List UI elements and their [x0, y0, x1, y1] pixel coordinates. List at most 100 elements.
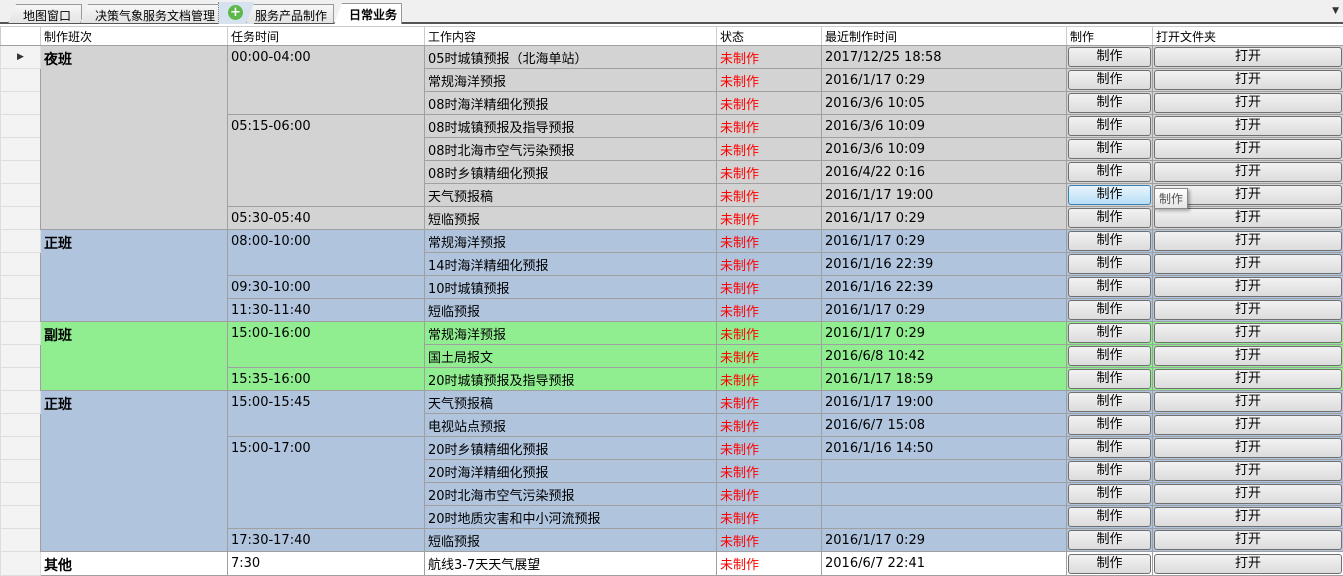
make-button[interactable]: 制作 [1068, 369, 1151, 389]
open-folder-button[interactable]: 打开 [1154, 415, 1342, 435]
row-header[interactable] [1, 460, 41, 483]
open-folder-button[interactable]: 打开 [1154, 70, 1342, 90]
row-header[interactable] [1, 253, 41, 276]
make-button[interactable]: 制作 [1068, 70, 1151, 90]
make-button[interactable]: 制作 [1068, 277, 1151, 297]
make-button[interactable]: 制作 [1068, 392, 1151, 412]
make-cell: 制作 [1067, 253, 1153, 276]
make-button[interactable]: 制作 [1068, 139, 1151, 159]
make-button[interactable]: 制作 [1068, 116, 1151, 136]
row-header[interactable] [1, 368, 41, 391]
row-header[interactable] [1, 207, 41, 230]
last-made-time-cell: 2016/1/17 0:29 [822, 299, 1067, 322]
open-cell: 打开 [1153, 299, 1343, 322]
open-folder-button[interactable]: 打开 [1154, 507, 1342, 527]
make-button[interactable]: 制作 [1068, 254, 1151, 274]
make-button[interactable]: 制作 [1068, 530, 1151, 550]
open-folder-button[interactable]: 打开 [1154, 438, 1342, 458]
open-folder-button[interactable]: 打开 [1154, 369, 1342, 389]
row-header[interactable] [1, 230, 41, 253]
make-button[interactable]: 制作 [1068, 231, 1151, 251]
open-folder-button[interactable]: 打开 [1154, 231, 1342, 251]
row-header[interactable] [1, 552, 41, 576]
work-content-cell: 国土局报文 [425, 345, 717, 368]
make-button[interactable]: 制作 [1068, 185, 1151, 205]
status-cell: 未制作 [717, 115, 822, 138]
make-button[interactable]: 制作 [1068, 484, 1151, 504]
make-button[interactable]: 制作 [1068, 415, 1151, 435]
open-folder-button[interactable]: 打开 [1154, 208, 1342, 228]
col-header-time[interactable]: 任务时间 [228, 27, 425, 46]
make-button[interactable]: 制作 [1068, 554, 1151, 574]
row-header[interactable] [1, 529, 41, 552]
row-header[interactable] [1, 184, 41, 207]
row-header[interactable] [1, 391, 41, 414]
open-folder-button[interactable]: 打开 [1154, 392, 1342, 412]
open-folder-button[interactable]: 打开 [1154, 277, 1342, 297]
row-header[interactable] [1, 276, 41, 299]
open-folder-button[interactable]: 打开 [1154, 47, 1342, 67]
open-folder-button[interactable]: 打开 [1154, 323, 1342, 343]
col-header-content[interactable]: 工作内容 [425, 27, 717, 46]
make-button[interactable]: 制作 [1068, 323, 1151, 343]
row-header[interactable] [1, 414, 41, 437]
row-header[interactable] [1, 138, 41, 161]
tab-scroll-down-icon[interactable]: ▼ [1332, 6, 1339, 16]
row-header[interactable] [1, 299, 41, 322]
open-folder-button[interactable]: 打开 [1154, 300, 1342, 320]
open-folder-button[interactable]: 打开 [1154, 93, 1342, 113]
open-folder-button[interactable]: 打开 [1154, 530, 1342, 550]
open-folder-button[interactable]: 打开 [1154, 484, 1342, 504]
make-button[interactable]: 制作 [1068, 47, 1151, 67]
tab-daily-business[interactable]: 日常业务 [334, 3, 402, 24]
open-folder-button[interactable]: 打开 [1154, 139, 1342, 159]
tab-service-products[interactable]: 服务产品制作 [246, 4, 334, 23]
col-header-open-folder[interactable]: 打开文件夹 [1153, 27, 1343, 46]
make-cell: 制作 [1067, 529, 1153, 552]
work-content-cell: 电视站点预报 [425, 414, 717, 437]
work-content-cell: 短临预报 [425, 207, 717, 230]
make-button[interactable]: 制作 [1068, 438, 1151, 458]
make-button[interactable]: 制作 [1068, 346, 1151, 366]
open-folder-button[interactable]: 打开 [1154, 116, 1342, 136]
row-header[interactable] [1, 92, 41, 115]
tooltip: 制作 [1154, 188, 1188, 209]
tab-decision-docs[interactable]: 决策气象服务文档管理 [80, 4, 220, 23]
task-time-cell: 15:00-16:00 [228, 322, 425, 368]
row-header[interactable] [1, 483, 41, 506]
tab-map-window[interactable]: 地图窗口 [8, 4, 82, 23]
work-content-cell: 10时城镇预报 [425, 276, 717, 299]
make-button[interactable]: 制作 [1068, 507, 1151, 527]
make-button[interactable]: 制作 [1068, 162, 1151, 182]
col-header-make[interactable]: 制作 [1067, 27, 1153, 46]
col-header-last-made[interactable]: 最近制作时间 [822, 27, 1067, 46]
col-header-shift[interactable]: 制作班次 [41, 27, 228, 46]
open-folder-button[interactable]: 打开 [1154, 254, 1342, 274]
row-header[interactable] [1, 115, 41, 138]
current-row-indicator[interactable]: ▶ [1, 46, 41, 69]
make-button[interactable]: 制作 [1068, 208, 1151, 228]
task-time-cell: 15:00-17:00 [228, 437, 425, 529]
row-header[interactable] [1, 69, 41, 92]
open-folder-button[interactable]: 打开 [1154, 554, 1342, 574]
row-header[interactable] [1, 345, 41, 368]
row-header[interactable] [1, 437, 41, 460]
open-folder-button[interactable]: 打开 [1154, 346, 1342, 366]
make-button[interactable]: 制作 [1068, 93, 1151, 113]
make-button[interactable]: 制作 [1068, 300, 1151, 320]
open-folder-button[interactable]: 打开 [1154, 461, 1342, 481]
make-button[interactable]: 制作 [1068, 461, 1151, 481]
row-header[interactable] [1, 322, 41, 345]
last-made-time-cell: 2016/6/8 10:42 [822, 345, 1067, 368]
col-header-status[interactable]: 状态 [717, 27, 822, 46]
row-header[interactable] [1, 506, 41, 529]
last-made-time-cell: 2016/3/6 10:05 [822, 92, 1067, 115]
row-header[interactable] [1, 161, 41, 184]
open-folder-button[interactable]: 打开 [1154, 162, 1342, 182]
